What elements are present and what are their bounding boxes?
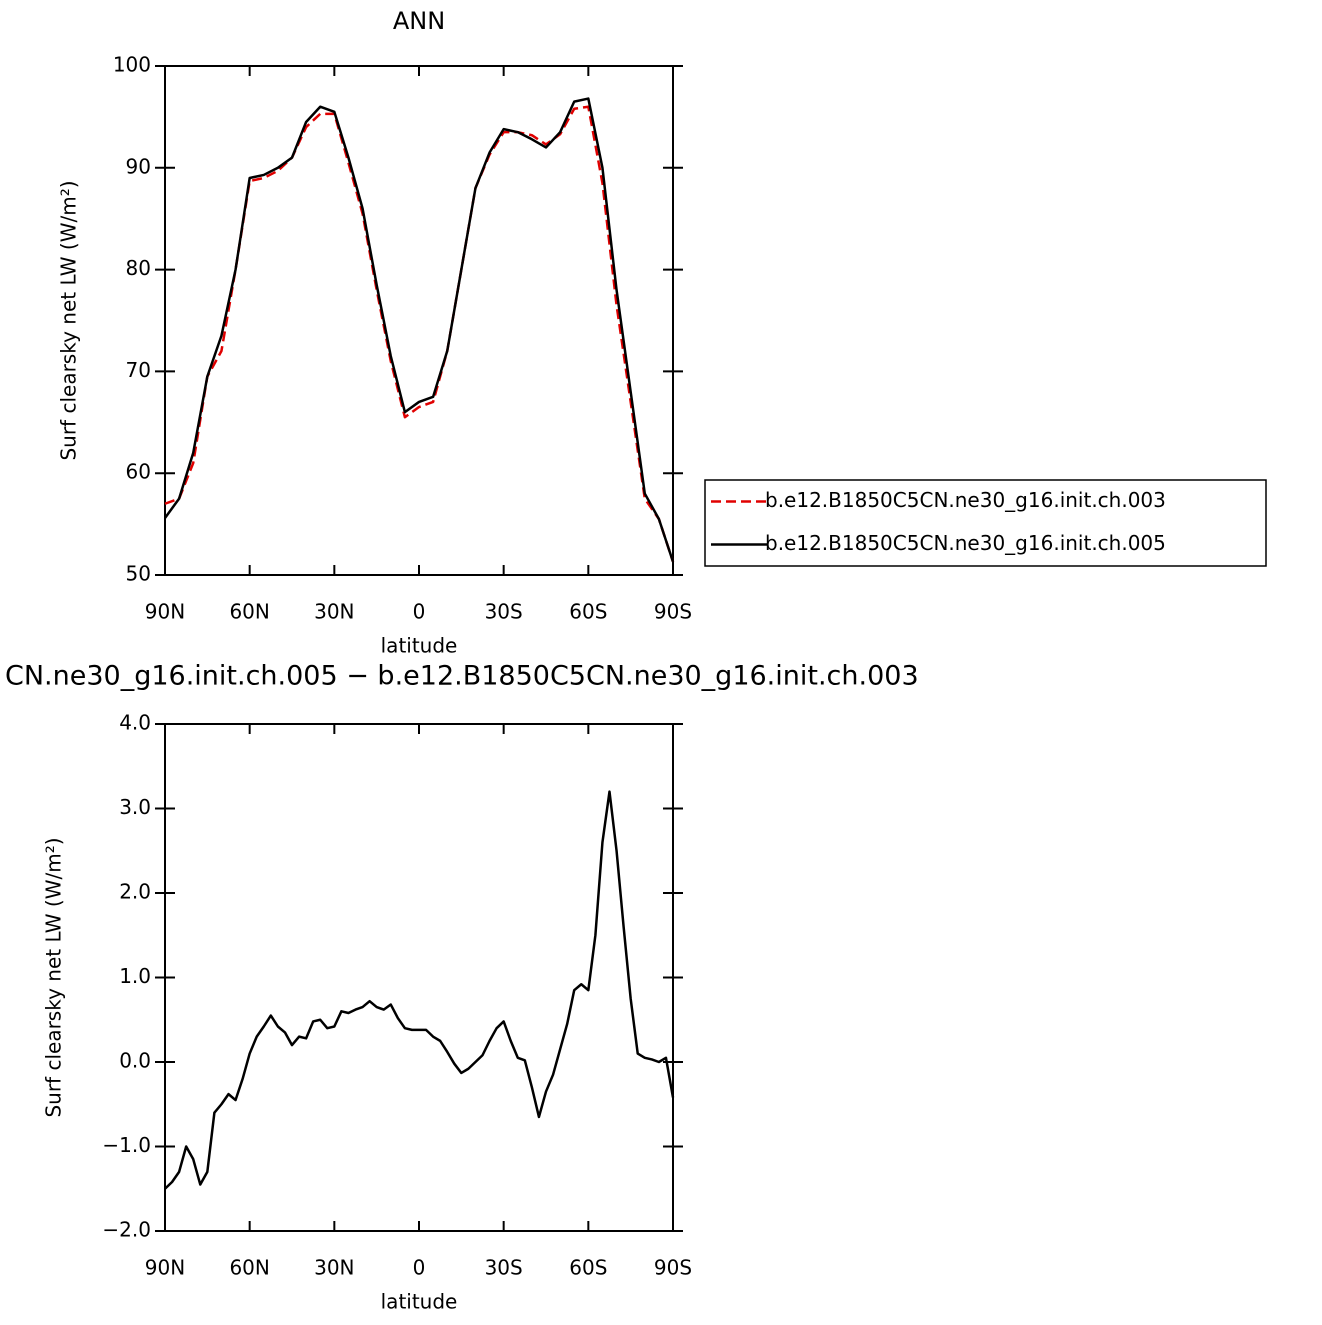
x-tick-label: 30N [314, 1256, 354, 1280]
x-tick-label: 30N [314, 600, 354, 624]
legend-label: b.e12.B1850C5CN.ne30_g16.init.ch.005 [765, 531, 1166, 555]
x-tick-label: 0 [413, 1256, 426, 1280]
x-tick-label: 0 [413, 600, 426, 624]
y-axis-label: Surf clearsky net LW (W/m²) [57, 180, 81, 460]
x-tick-label: 30S [485, 1256, 523, 1280]
y-tick-label: −1.0 [102, 1133, 151, 1157]
x-tick-label: 60S [569, 1256, 607, 1280]
x-tick-label: 90S [654, 1256, 692, 1280]
legend-box [704, 479, 1267, 567]
x-tick-label: 60N [229, 1256, 269, 1280]
y-tick-label: 90 [126, 154, 151, 178]
y-tick-label: 100 [113, 53, 151, 77]
y-tick-label: −2.0 [102, 1218, 151, 1242]
y-tick-label: 1.0 [119, 964, 151, 988]
x-tick-label: 30S [485, 600, 523, 624]
chart-title: CN.ne30_g16.init.ch.005 − b.e12.B1850C5C… [5, 661, 919, 692]
x-axis-label: latitude [381, 1290, 458, 1314]
chart-title: ANN [393, 7, 445, 35]
x-tick-label: 90N [145, 600, 185, 624]
x-tick-label: 90S [654, 600, 692, 624]
x-tick-label: 90N [145, 1256, 185, 1280]
y-tick-label: 50 [126, 562, 151, 586]
legend-label: b.e12.B1850C5CN.ne30_g16.init.ch.003 [765, 488, 1166, 512]
y-tick-label: 70 [126, 358, 151, 382]
y-tick-label: 4.0 [119, 711, 151, 735]
data-line [164, 790, 675, 1190]
y-tick-label: 80 [126, 256, 151, 280]
plot-frame [164, 723, 674, 1232]
y-axis-label: Surf clearsky net LW (W/m²) [42, 837, 66, 1117]
y-tick-label: 0.0 [119, 1049, 151, 1073]
y-tick-label: 3.0 [119, 795, 151, 819]
y-tick-label: 2.0 [119, 880, 151, 904]
x-axis-label: latitude [381, 634, 458, 658]
x-tick-label: 60N [229, 600, 269, 624]
x-tick-label: 60S [569, 600, 607, 624]
y-tick-label: 60 [126, 460, 151, 484]
data-line [164, 105, 675, 563]
data-line [163, 97, 675, 563]
